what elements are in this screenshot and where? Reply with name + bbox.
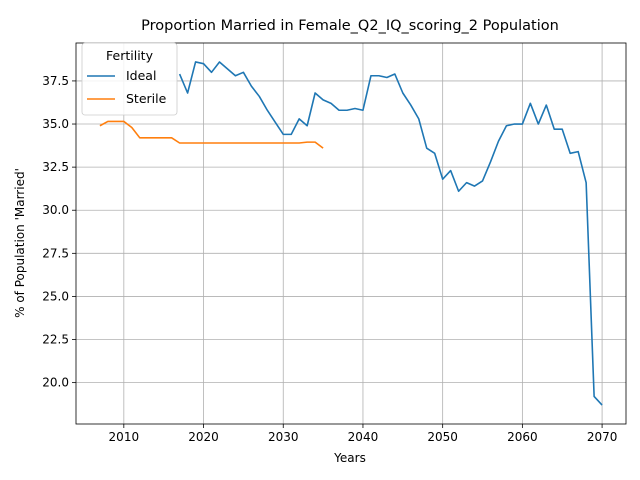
legend-label-sterile: Sterile: [126, 91, 167, 106]
y-tick-label: 27.5: [42, 246, 69, 260]
y-tick-label: 30.0: [42, 203, 69, 217]
chart-title: Proportion Married in Female_Q2_IQ_scori…: [141, 18, 559, 34]
legend-title: Fertility: [106, 48, 154, 63]
plot-area-frame: [75, 42, 627, 425]
x-tick-label: 2070: [587, 430, 618, 444]
x-tick-label: 2020: [188, 430, 219, 444]
series-layer: [99, 61, 603, 406]
x-axis-label: Years: [333, 451, 366, 465]
x-tick-label: 2060: [507, 430, 538, 444]
grid-lines: [76, 43, 626, 424]
y-tick-label: 22.5: [42, 333, 69, 347]
y-tick-label: 32.5: [42, 160, 69, 174]
y-axis-ticks: 20.0 22.5 25.0 27.5 30.0 32.5 35.0 37.5: [42, 74, 76, 390]
x-tick-label: 2040: [348, 430, 379, 444]
y-tick-label: 37.5: [42, 74, 69, 88]
x-tick-label: 2030: [268, 430, 299, 444]
series-line-ideal: [178, 61, 603, 406]
x-tick-label: 2050: [427, 430, 458, 444]
y-tick-label: 25.0: [42, 289, 69, 303]
y-tick-label: 35.0: [42, 117, 69, 131]
y-tick-label: 20.0: [42, 376, 69, 390]
x-axis-ticks: 2010 2020 2030 2040 2050 2060 2070: [109, 424, 618, 444]
legend-label-ideal: Ideal: [126, 68, 156, 83]
legend: Fertility Ideal Sterile: [81, 42, 178, 116]
series-line-sterile: [99, 120, 324, 149]
legend-box: [81, 42, 178, 116]
x-tick-label: 2010: [109, 430, 140, 444]
y-axis-label: % of Population 'Married': [13, 168, 27, 318]
